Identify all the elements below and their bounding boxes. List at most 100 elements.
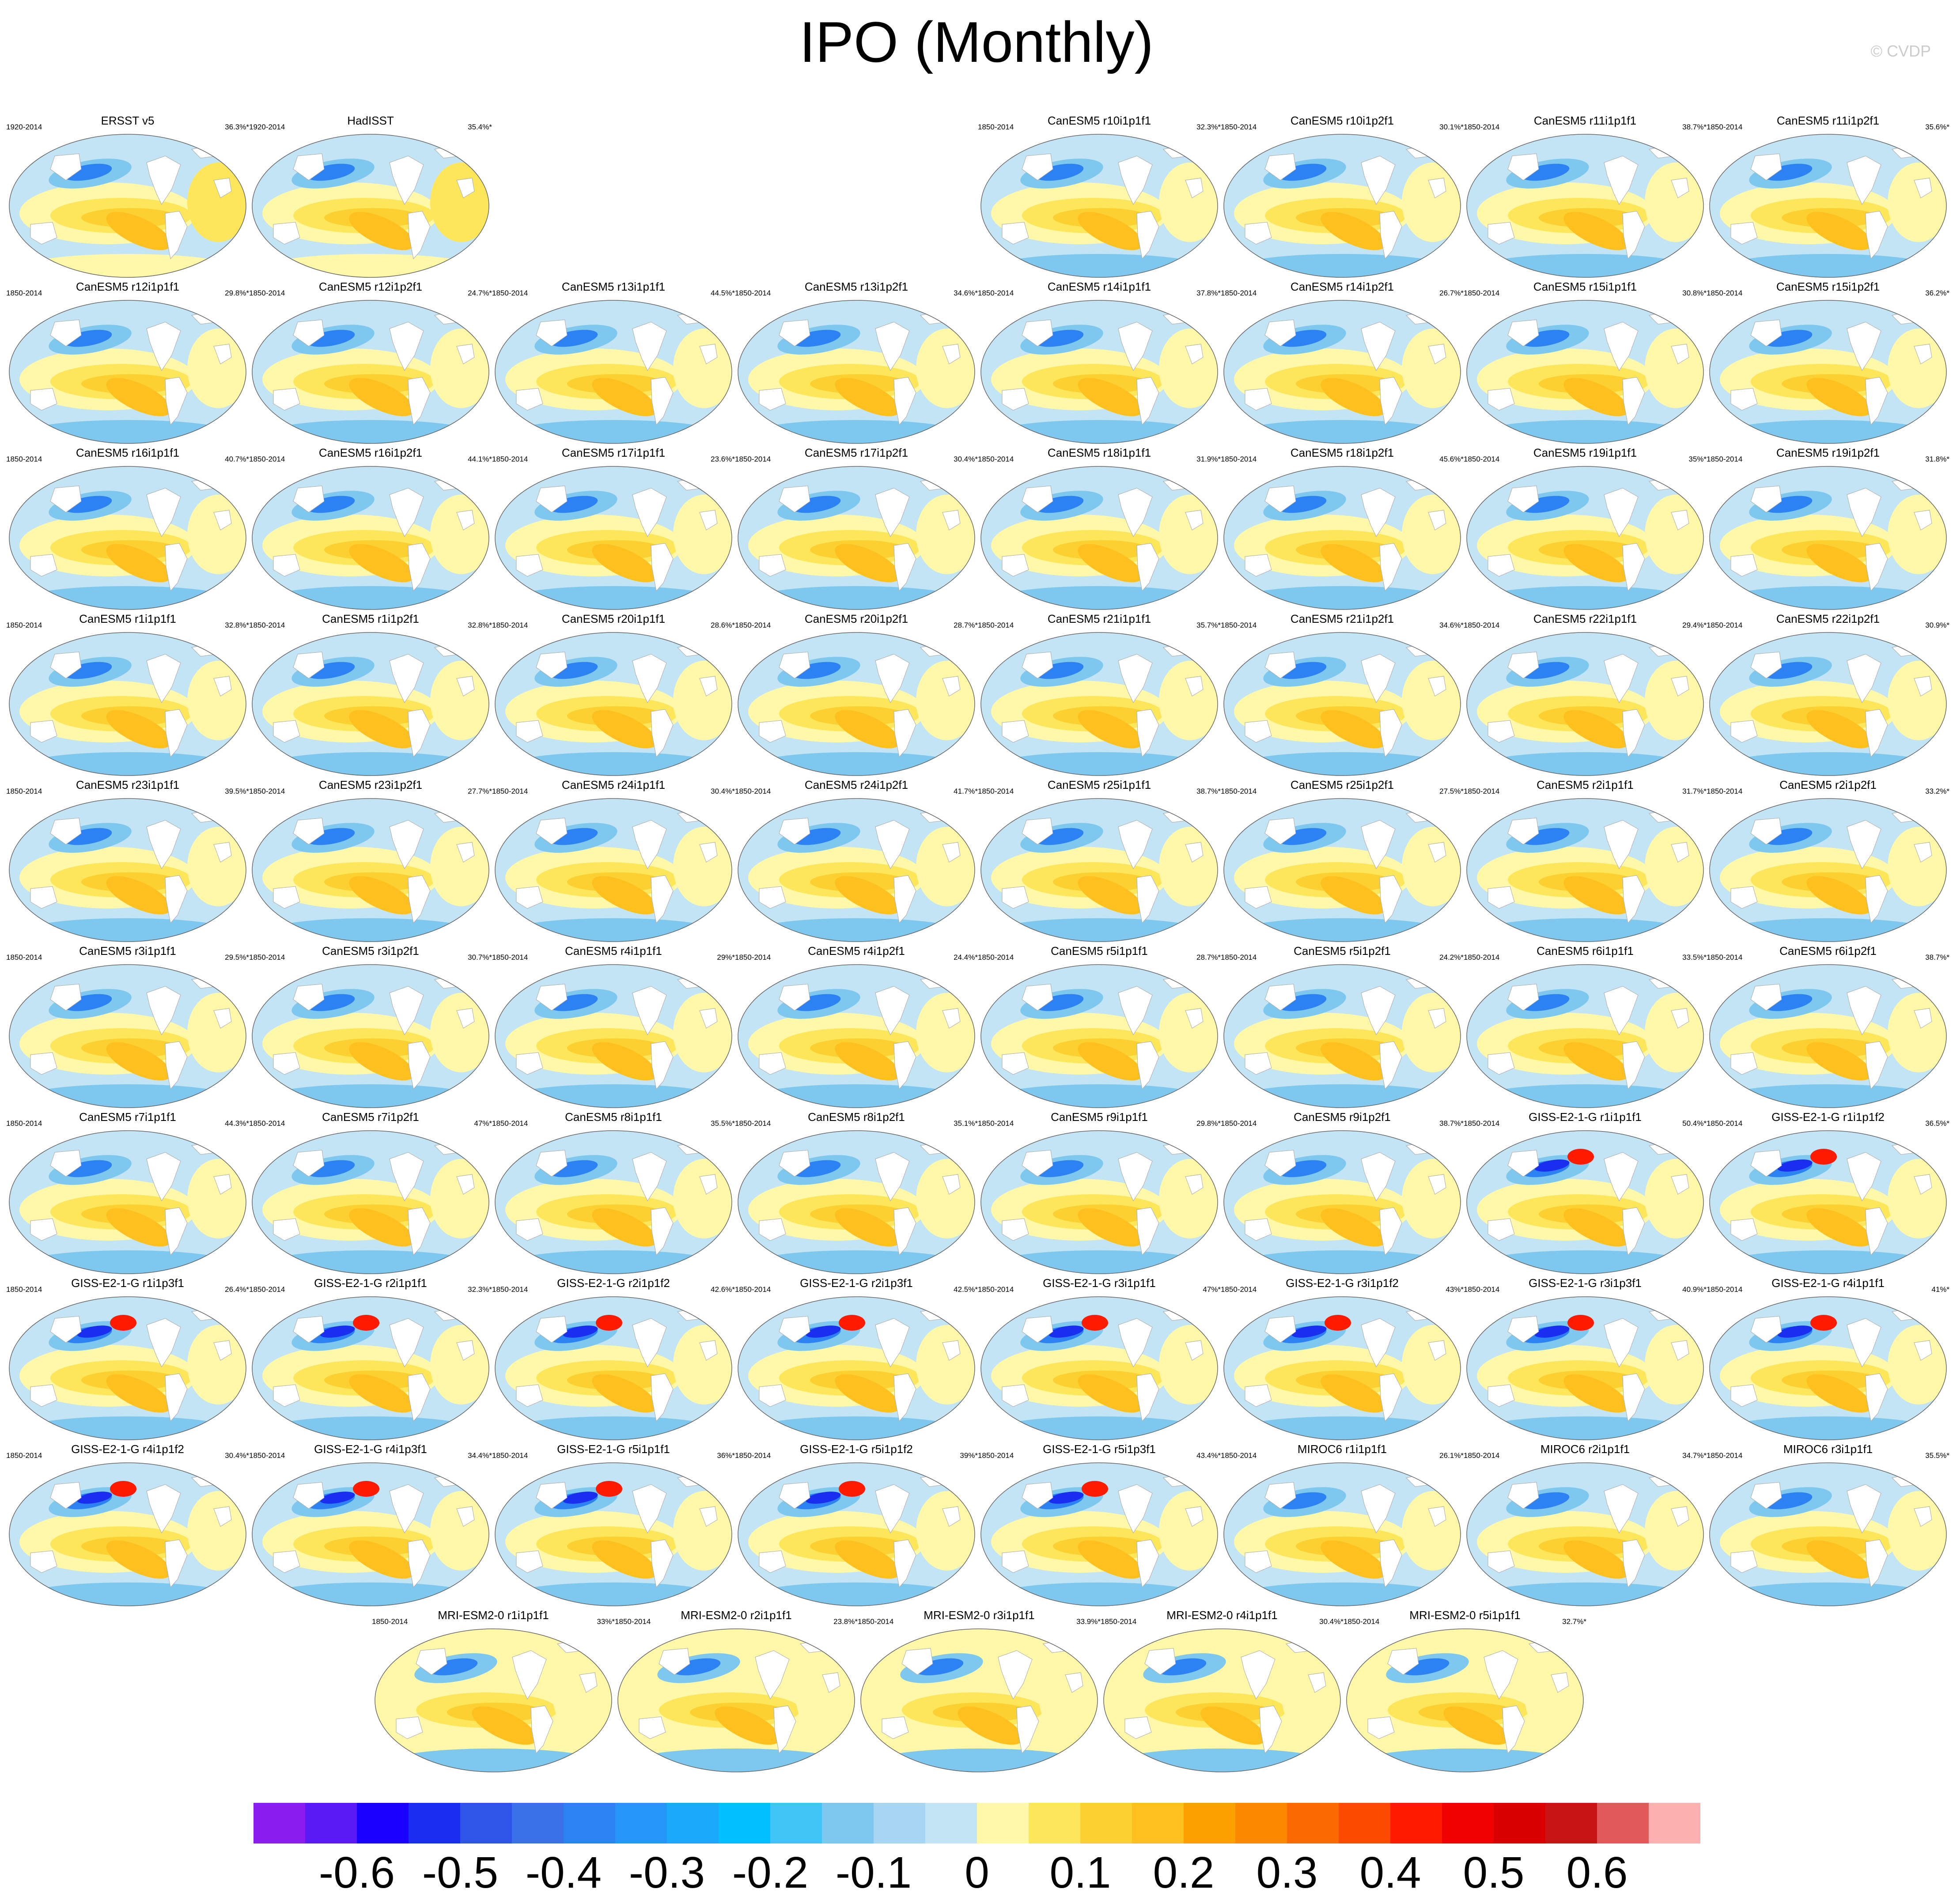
panel-title: CanESM5 r15i1p1f1 xyxy=(1533,280,1637,293)
land-mask xyxy=(293,984,325,1011)
land-mask xyxy=(1144,1648,1176,1675)
sst-pattern-region xyxy=(563,1491,598,1504)
panel-title: CanESM5 r24i1p2f1 xyxy=(804,778,908,791)
sst-pattern-region xyxy=(106,1208,171,1247)
sst-pattern-region xyxy=(1241,918,1444,942)
panel-variance-percent: 27.5%* xyxy=(1439,787,1464,795)
map-panel: CanESM5 r18i1p2f1 1850-2014 45.6%* xyxy=(1221,446,1464,613)
sst-pattern-region xyxy=(269,1250,472,1274)
map-outline xyxy=(980,1130,1218,1274)
robinson-map xyxy=(1223,632,1461,776)
land-mask xyxy=(1604,1318,1639,1368)
colorbar-tick-label: -0.5 xyxy=(422,1848,499,1897)
sst-pattern-region xyxy=(26,254,229,277)
panel-variance-percent: 34.6%* xyxy=(954,289,978,297)
colorbar-swatch xyxy=(1132,1803,1184,1843)
panel-variance-percent: 32.3%* xyxy=(468,1285,492,1294)
map-panel: CanESM5 r17i1p1f1 1850-2014 23.6%* xyxy=(492,446,735,613)
sst-pattern-region xyxy=(1563,212,1629,250)
panel-period: 1850-2014 xyxy=(1464,621,1500,629)
land-mask xyxy=(1387,1648,1419,1675)
panel-variance-percent: 36.2%* xyxy=(1925,289,1949,297)
land-mask xyxy=(1118,820,1153,870)
robinson-map xyxy=(252,300,489,444)
sst-pattern-region xyxy=(1120,1749,1324,1772)
land-mask xyxy=(1847,1318,1881,1368)
sst-pattern-region xyxy=(1534,1159,1570,1172)
map-outline xyxy=(252,964,489,1108)
map-panel: CanESM5 r20i1p2f1 1850-2014 28.7%* xyxy=(735,612,978,779)
sst-pattern-region xyxy=(916,495,975,574)
sst-pattern-region xyxy=(1563,1208,1629,1247)
panel-period: 1850-2014 xyxy=(492,621,528,629)
land-mask xyxy=(651,1207,674,1256)
panel-period: 1850-2014 xyxy=(492,953,528,961)
panel-period: 1850-2014 xyxy=(1221,123,1257,131)
sst-pattern-region xyxy=(1810,1315,1837,1331)
land-mask xyxy=(1865,1041,1888,1090)
land-mask xyxy=(1428,1340,1446,1361)
map-outline xyxy=(1223,1296,1461,1440)
land-mask xyxy=(1185,676,1204,696)
sst-pattern-region xyxy=(353,1315,379,1331)
panel-title: GISS-E2-1-G r3i1p1f2 xyxy=(1286,1276,1399,1290)
panel-period: 1850-2014 xyxy=(1464,953,1500,961)
land-mask xyxy=(1264,485,1296,513)
panel-variance-percent: 37.8%* xyxy=(1196,289,1221,297)
land-mask xyxy=(293,1482,325,1509)
sst-pattern-region xyxy=(1726,586,1930,609)
panel-variance-percent: 39%* xyxy=(960,1451,978,1460)
land-mask xyxy=(389,1484,424,1534)
robinson-map xyxy=(980,300,1218,444)
map-panel: GISS-E2-1-G r5i1p1f1 1850-2014 36%* xyxy=(492,1442,735,1609)
land-mask xyxy=(893,709,916,758)
land-mask xyxy=(1264,818,1296,845)
sst-pattern-region xyxy=(1159,495,1218,574)
land-mask xyxy=(1914,676,1932,696)
colorbar-swatch xyxy=(460,1803,512,1843)
land-mask xyxy=(1002,1218,1029,1241)
map-panel: CanESM5 r25i1p2f1 1850-2014 27.5%* xyxy=(1221,778,1464,945)
sst-pattern-region xyxy=(187,827,246,906)
robinson-map xyxy=(1709,798,1947,942)
land-mask xyxy=(1750,1150,1782,1177)
sst-pattern-region xyxy=(1525,1657,1583,1737)
panel-title: MRI-ESM2-0 r2i1p1f1 xyxy=(681,1609,792,1622)
sst-pattern-region xyxy=(916,827,975,906)
panel-title: CanESM5 r2i1p1f1 xyxy=(1537,778,1634,791)
sst-pattern-region xyxy=(1806,212,1872,250)
land-mask xyxy=(1245,388,1272,411)
land-mask xyxy=(1914,842,1932,863)
sst-pattern-region xyxy=(1567,1315,1594,1331)
sst-pattern-region xyxy=(269,420,472,443)
land-mask xyxy=(1622,875,1645,924)
land-mask xyxy=(1379,709,1402,758)
panel-title: CanESM5 r22i1p2f1 xyxy=(1776,612,1880,625)
land-mask xyxy=(1379,1373,1402,1422)
robinson-map xyxy=(252,134,489,278)
colorbar-tick-label: -0.1 xyxy=(835,1848,912,1897)
sst-pattern-region xyxy=(1159,329,1218,408)
colorbar-swatch xyxy=(1235,1803,1287,1843)
panel-period: 1850-2014 xyxy=(249,1119,285,1128)
map-panel: CanESM5 r3i1p2f1 1850-2014 30.7%* xyxy=(249,944,492,1111)
land-mask xyxy=(1750,984,1782,1011)
panel-period: 1850-2014 xyxy=(1221,1285,1257,1294)
map-panel: CanESM5 r3i1p1f1 1850-2014 29.5%* xyxy=(6,944,249,1111)
panel-title: CanESM5 r6i1p2f1 xyxy=(1779,944,1877,958)
land-mask xyxy=(1136,1373,1159,1422)
land-mask xyxy=(1914,344,1932,364)
map-panel: CanESM5 r10i1p2f1 1850-2014 30.1%* xyxy=(1221,114,1464,281)
panel-variance-percent: 27.7%* xyxy=(468,787,492,795)
robinson-map xyxy=(980,1130,1218,1274)
land-mask xyxy=(1507,153,1539,181)
robinson-map xyxy=(495,300,732,444)
sst-pattern-region xyxy=(353,1481,379,1497)
sst-pattern-region xyxy=(916,993,975,1072)
robinson-map xyxy=(738,1130,975,1274)
sst-pattern-region xyxy=(1534,1325,1570,1338)
land-mask xyxy=(1750,485,1782,513)
sst-pattern-region xyxy=(998,420,1201,443)
map-panel: GISS-E2-1-G r5i1p3f1 1850-2014 43.4%* xyxy=(978,1442,1221,1609)
panel-title: CanESM5 r16i1p1f1 xyxy=(76,446,180,459)
